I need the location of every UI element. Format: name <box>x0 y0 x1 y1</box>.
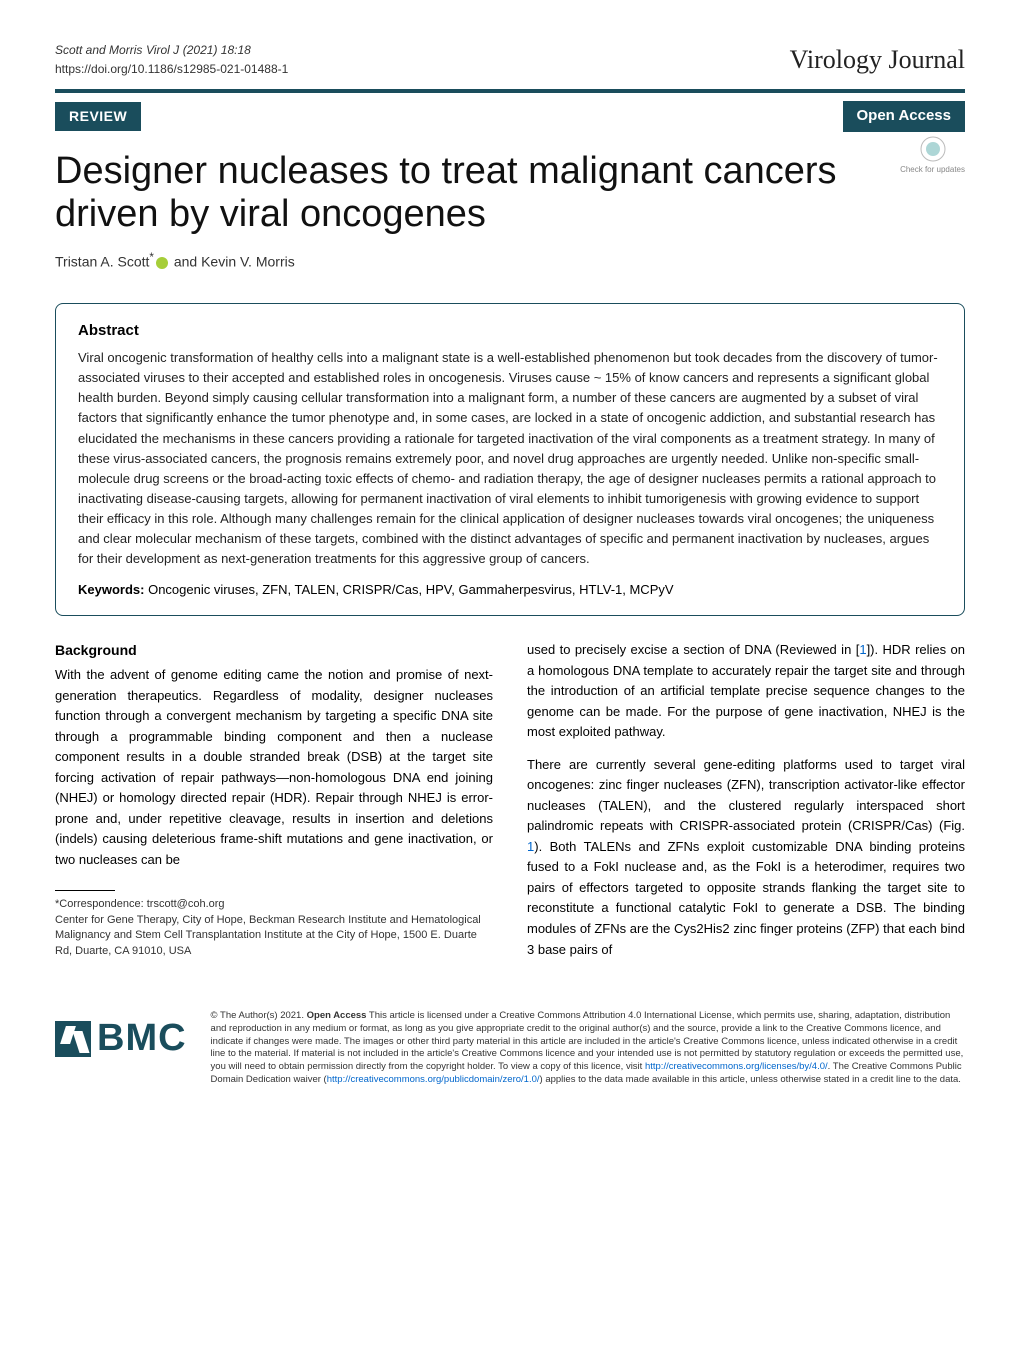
body-col1-p1: With the advent of genome editing came t… <box>55 665 493 870</box>
footnote-divider <box>55 890 115 891</box>
background-heading: Background <box>55 640 493 661</box>
ref-1-link[interactable]: 1 <box>859 642 866 657</box>
header-divider <box>55 89 965 93</box>
abstract-text: Viral oncogenic transformation of health… <box>78 348 942 570</box>
abstract-heading: Abstract <box>78 320 942 343</box>
citation-line: Scott and Morris Virol J (2021) 18:18 <box>55 40 288 60</box>
body-columns: Background With the advent of genome edi… <box>55 640 965 972</box>
check-updates-icon <box>920 136 946 162</box>
license-link-1[interactable]: http://creativecommons.org/licenses/by/4… <box>645 1061 828 1072</box>
body-col2-p2: There are currently several gene-editing… <box>527 755 965 960</box>
citation-yearvol: (2021) 18:18 <box>183 43 251 57</box>
check-updates-badge[interactable]: Check for updates <box>900 136 965 176</box>
license-d: ) applies to the data made available in … <box>540 1074 961 1085</box>
author-and: and <box>170 254 201 270</box>
check-updates-label: Check for updates <box>900 165 965 174</box>
bmc-logo-text: BMC <box>97 1010 187 1067</box>
column-right: used to precisely excise a section of DN… <box>527 640 965 972</box>
bmc-logo-icon <box>55 1021 91 1057</box>
correspondence-label: *Correspondence: <box>55 898 147 910</box>
keywords-label: Keywords: <box>78 582 144 597</box>
open-access-tag: Open Access <box>843 101 966 132</box>
affiliation-footnote: Center for Gene Therapy, City of Hope, B… <box>55 913 493 959</box>
bmc-logo: BMC <box>55 1010 187 1067</box>
orcid-icon[interactable] <box>156 257 168 269</box>
author-1: Tristan A. Scott <box>55 254 149 270</box>
authors-line: Tristan A. Scott* and Kevin V. Morris <box>55 249 965 273</box>
citation-journal: Virol J <box>146 43 179 57</box>
license-a: © The Author(s) 2021. <box>211 1010 307 1021</box>
citation-block: Scott and Morris Virol J (2021) 18:18 ht… <box>55 40 288 78</box>
license-link-2[interactable]: http://creativecommons.org/publicdomain/… <box>327 1074 540 1085</box>
correspondence-email: trscott@coh.org <box>147 898 225 910</box>
keywords-text: Oncogenic viruses, ZFN, TALEN, CRISPR/Ca… <box>144 582 673 597</box>
page-container: Scott and Morris Virol J (2021) 18:18 ht… <box>0 0 1020 1117</box>
tag-row: REVIEW Open Access <box>55 101 965 132</box>
author-2: Kevin V. Morris <box>201 254 295 270</box>
col2-p2b: ). Both TALENs and ZFNs exploit customiz… <box>527 839 965 957</box>
col2-p2a: There are currently several gene-editing… <box>527 757 965 834</box>
journal-name: Virology Journal <box>790 40 965 79</box>
citation-authors: Scott and Morris <box>55 43 142 57</box>
header-row: Scott and Morris Virol J (2021) 18:18 ht… <box>55 40 965 79</box>
keywords-line: Keywords: Oncogenic viruses, ZFN, TALEN,… <box>78 580 942 600</box>
abstract-box: Abstract Viral oncogenic transformation … <box>55 303 965 617</box>
corresponding-asterisk: * <box>149 251 154 264</box>
correspondence-footnote: *Correspondence: trscott@coh.org <box>55 897 493 912</box>
footer: BMC © The Author(s) 2021. Open Access Th… <box>55 1002 965 1087</box>
article-title: Designer nucleases to treat malignant ca… <box>55 150 965 237</box>
doi-text: https://doi.org/10.1186/s12985-021-01488… <box>55 60 288 78</box>
license-text: © The Author(s) 2021. Open Access This a… <box>211 1010 965 1087</box>
license-open-access: Open Access <box>307 1010 367 1021</box>
review-tag: REVIEW <box>55 102 141 131</box>
body-col2-p1: used to precisely excise a section of DN… <box>527 640 965 743</box>
column-left: Background With the advent of genome edi… <box>55 640 493 972</box>
col2-p1a: used to precisely excise a section of DN… <box>527 642 859 657</box>
